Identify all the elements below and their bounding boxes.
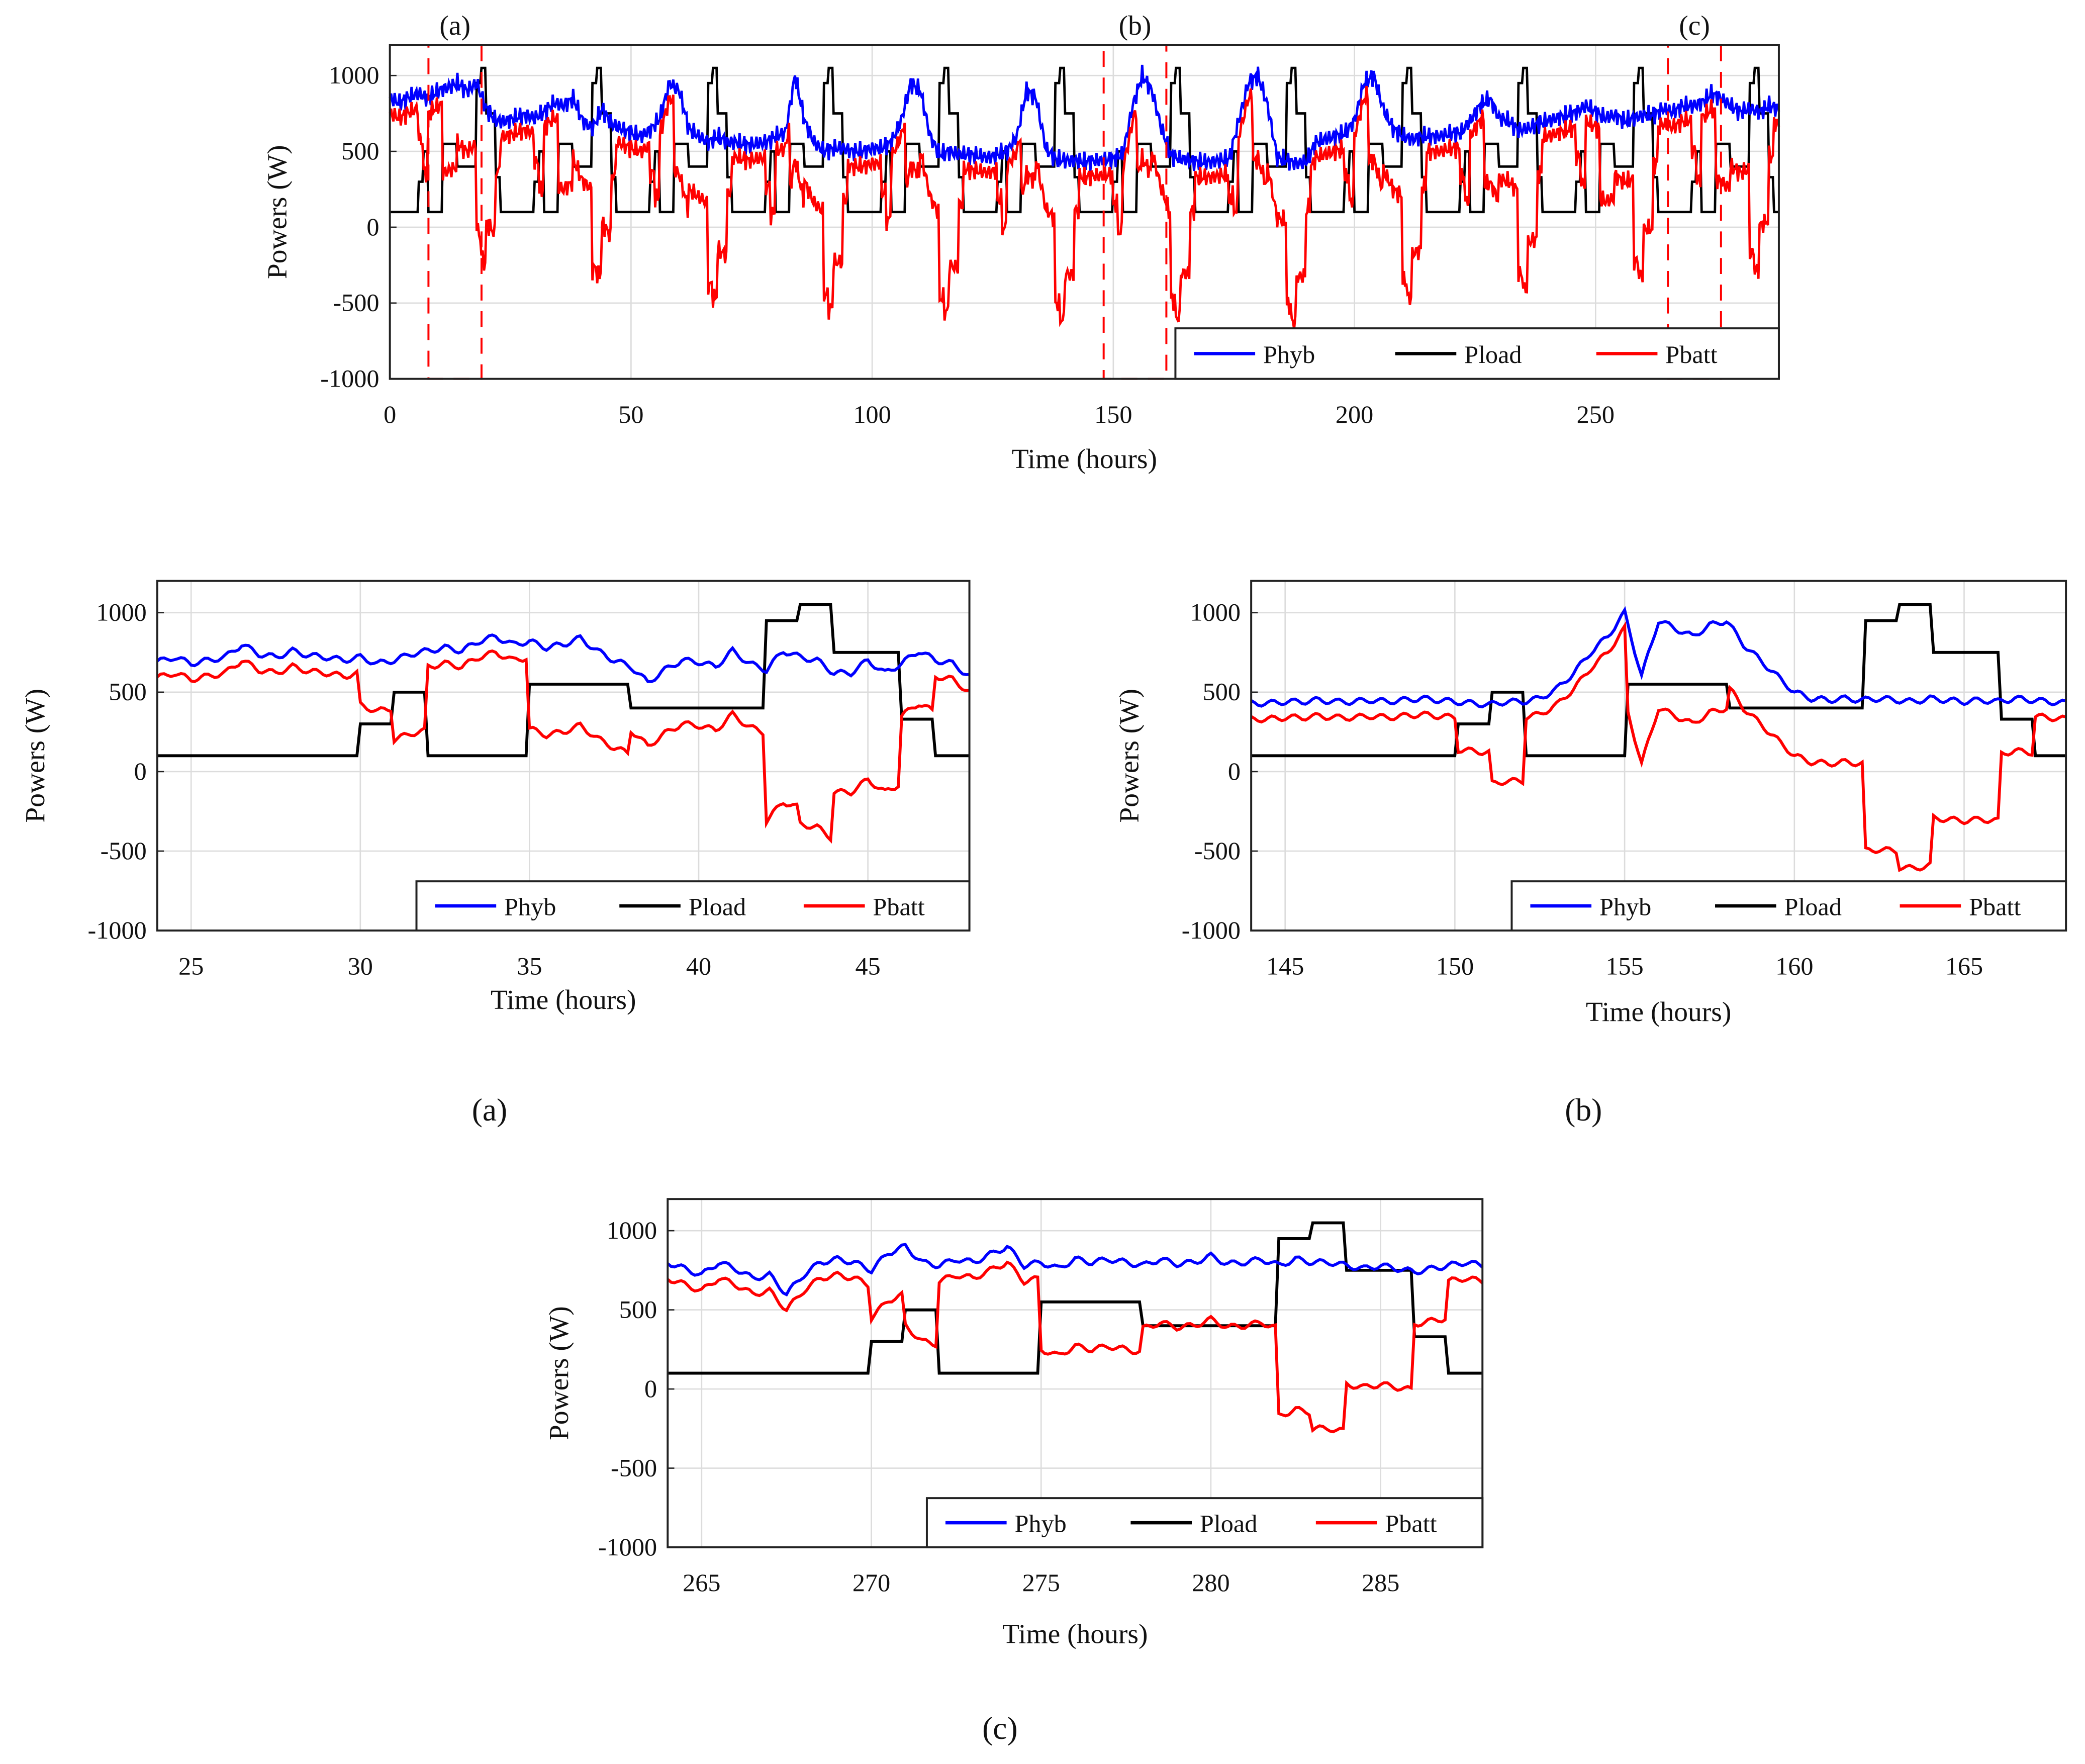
y-axis-label: Powers (W) [544, 1306, 575, 1440]
y-tick-label: 0 [134, 757, 147, 785]
x-tick-label: 35 [517, 952, 542, 980]
series-pbatt [156, 649, 970, 844]
legend-label-phyb: Phyb [1599, 893, 1651, 921]
x-tick-label: 30 [348, 952, 373, 980]
y-tick-label: -500 [611, 1453, 657, 1481]
y-axis-label: Powers (W) [262, 145, 293, 279]
x-axis-label: Time (hours) [1012, 444, 1157, 475]
zoom-window-label: (c) [1679, 11, 1710, 41]
legend-label-phyb: Phyb [1263, 340, 1315, 368]
y-tick-label: 500 [619, 1295, 657, 1323]
series-phyb [1250, 606, 2066, 709]
legend: Phyb Pload Pbatt [415, 880, 971, 932]
series-pload [1251, 603, 2066, 758]
caption-c: (c) [982, 1710, 1017, 1746]
legend-label-phyb: Phyb [504, 893, 556, 921]
x-tick-label: 200 [1336, 400, 1373, 428]
legend-label-pbatt: Pbatt [1385, 1510, 1437, 1538]
legend-label-pbatt: Pbatt [1665, 340, 1717, 368]
legend-label-pbatt: Pbatt [1969, 893, 2021, 921]
legend-box [415, 880, 971, 932]
y-tick-label: -500 [333, 289, 379, 317]
legend: Phyb Pload Pbatt [1510, 880, 2067, 932]
y-axis-label: Powers (W) [20, 689, 51, 823]
x-tick-label: 25 [178, 952, 204, 980]
series-pbatt [667, 1260, 1484, 1434]
y-tick-label: 1000 [1190, 598, 1241, 626]
legend: Phyb Pload Pbatt [925, 1497, 1484, 1548]
legend-label-pload: Pload [689, 893, 746, 921]
series-pload [668, 1221, 1483, 1375]
y-tick-label: -1000 [598, 1533, 657, 1561]
y-axis-label: Powers (W) [1114, 689, 1145, 823]
x-tick-label: 45 [855, 952, 880, 980]
y-tick-label: -1000 [1182, 916, 1241, 944]
axes-frame [389, 44, 1780, 380]
y-tick-label: 0 [366, 213, 379, 241]
series-pload [157, 603, 970, 758]
chart-c: 265 270 275 280 285 -1000 -500 0 500 1000 Phyb Ploa… [544, 1198, 1484, 1649]
x-tick-label: 150 [1436, 952, 1474, 980]
legend-box [1174, 327, 1780, 380]
x-axis-label: Time (hours) [491, 985, 636, 1015]
legend-label-pload: Pload [1464, 340, 1522, 368]
x-tick-label: 280 [1192, 1568, 1229, 1597]
chart-a: 25 30 35 40 45 -1000 -500 0 500 1000 Phyb Pload Pbat… [20, 580, 971, 1015]
series-phyb [156, 633, 970, 683]
caption-b: (b) [1565, 1092, 1602, 1128]
y-tick-label: 500 [341, 137, 379, 165]
x-tick-label: 285 [1362, 1568, 1399, 1597]
legend-box [925, 1497, 1484, 1548]
series-pbatt [1250, 621, 2066, 872]
y-tick-label: 1000 [607, 1216, 657, 1244]
y-tick-label: 1000 [329, 61, 379, 89]
zoom-window-label: (a) [439, 11, 470, 41]
y-tick-label: -500 [101, 837, 147, 865]
x-tick-label: 155 [1605, 952, 1643, 980]
x-tick-label: 270 [852, 1568, 890, 1597]
y-tick-label: 0 [644, 1374, 657, 1403]
y-tick-label: 500 [1203, 678, 1241, 706]
x-axis-label: Time (hours) [1586, 997, 1731, 1028]
x-tick-label: 275 [1022, 1568, 1060, 1597]
y-tick-label: -500 [1194, 837, 1241, 865]
y-tick-label: 1000 [96, 598, 146, 626]
x-tick-label: 50 [618, 400, 643, 428]
caption-a: (a) [472, 1092, 507, 1128]
chart-overview: 0 50 100 150 200 250 -1000 -500 0 500 1000 (a) (b) (c… [262, 11, 1780, 475]
legend-label-pload: Pload [1200, 1510, 1257, 1538]
legend-label-pload: Pload [1784, 893, 1842, 921]
legend-label-phyb: Phyb [1014, 1510, 1066, 1538]
zoom-window-label: (b) [1119, 11, 1152, 41]
x-tick-label: 160 [1775, 952, 1813, 980]
y-tick-label: -1000 [88, 916, 147, 944]
x-tick-label: 150 [1094, 400, 1132, 428]
y-tick-label: 0 [1228, 757, 1241, 785]
series-phyb [389, 64, 1780, 171]
x-tick-label: 0 [384, 400, 396, 428]
legend-box [1510, 880, 2067, 932]
x-tick-label: 40 [686, 952, 711, 980]
x-tick-label: 250 [1577, 400, 1615, 428]
x-tick-label: 165 [1945, 952, 1983, 980]
x-axis-label: Time (hours) [1002, 1619, 1148, 1649]
series-phyb [667, 1243, 1484, 1297]
y-tick-label: -1000 [320, 364, 379, 392]
y-tick-label: 500 [109, 678, 146, 706]
series-pbatt [389, 85, 1780, 330]
legend-label-pbatt: Pbatt [873, 893, 924, 921]
series-pload [390, 66, 1779, 214]
chart-b: 145 150 155 160 165 -1000 -500 0 500 1000 Phyb Ploa… [1114, 580, 2067, 1028]
x-tick-label: 100 [853, 400, 891, 428]
x-tick-label: 265 [683, 1568, 720, 1597]
x-tick-label: 145 [1266, 952, 1304, 980]
legend: Phyb Pload Pbatt [1174, 327, 1780, 380]
